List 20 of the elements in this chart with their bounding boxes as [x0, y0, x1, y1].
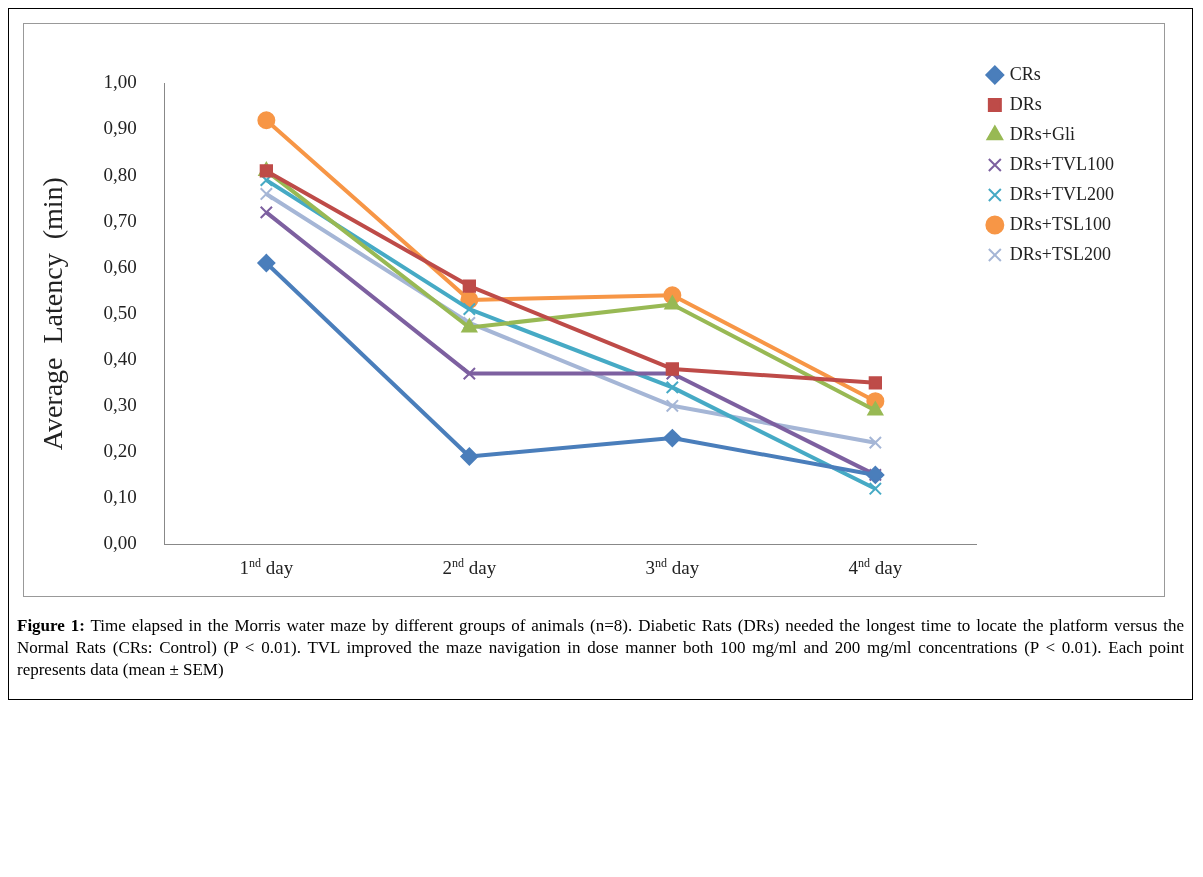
legend-label: DRs+Gli — [1009, 123, 1076, 144]
y-tick-label: 0,60 — [103, 255, 137, 277]
y-tick-label: 0,30 — [103, 393, 137, 415]
caption: Figure 1: Time elapsed in the Morris water maze by different groups of animals (n=8). Diabetic Rats (DRs) needed the longest time to locate the platform versus the Normal Rats (CRs: Control) (P < 0.01). TVL improved the maze navigation in dose manner both 100 mg/ml and 200 mg/ml concentrations (P < 0.01). Each point represents data (mean ± SEM) — [17, 616, 1184, 680]
legend-label: DRs+TSL200 — [1009, 243, 1112, 264]
legend-label: CRs — [1009, 63, 1041, 84]
y-tick-label: 0,00 — [103, 531, 137, 553]
y-axis-title: Average Latency (min) — [37, 177, 69, 451]
y-tick-label: 0,20 — [103, 439, 137, 461]
y-tick-label: 0,50 — [103, 301, 137, 323]
y-tick-label: 0,80 — [103, 163, 137, 185]
legend-label: DRs+TVL100 — [1009, 153, 1115, 174]
y-tick-label: 0,70 — [103, 209, 137, 231]
y-tick-label: 0,40 — [103, 347, 137, 369]
legend-label: DRs+TVL200 — [1009, 183, 1115, 204]
y-tick-label: 0,10 — [103, 485, 137, 507]
y-tick-label: 1,00 — [103, 71, 137, 93]
legend-label: DRs+TSL100 — [1009, 213, 1112, 234]
legend-label: DRs — [1009, 93, 1042, 114]
y-tick-label: 0,90 — [103, 117, 137, 139]
